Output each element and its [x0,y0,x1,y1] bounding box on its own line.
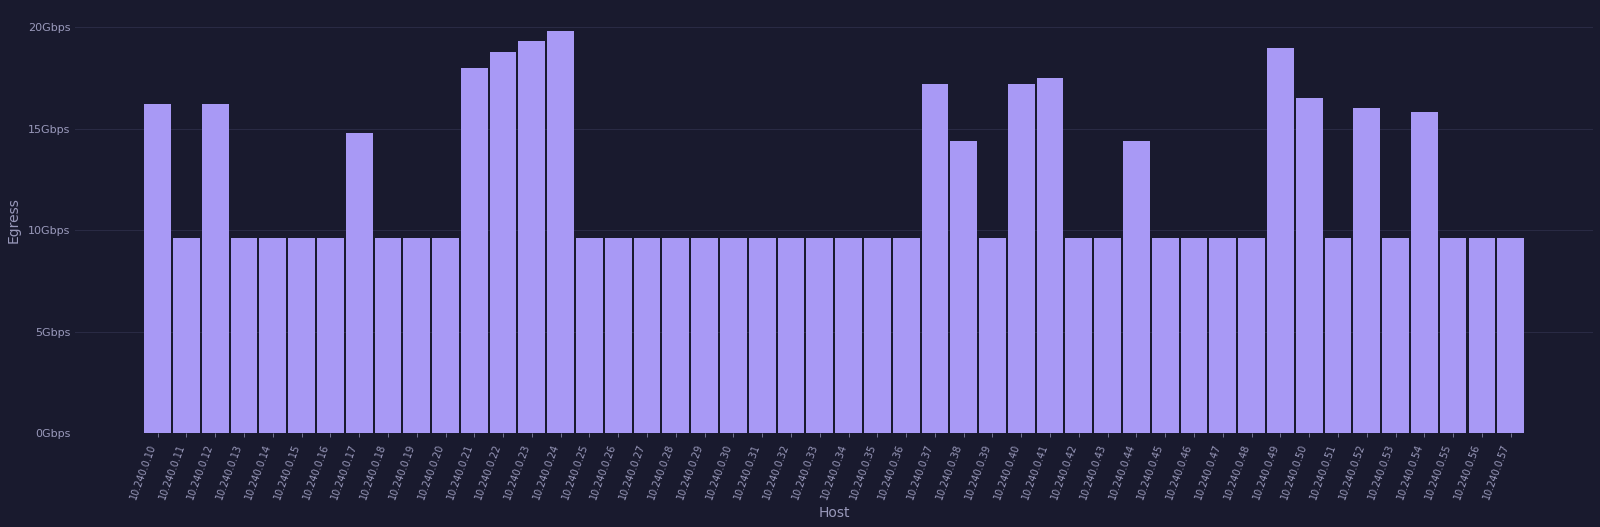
Bar [259,238,286,433]
Bar [1123,141,1150,433]
Bar [1008,84,1035,433]
Bar [1210,238,1237,433]
Bar [605,238,632,433]
Bar [1469,238,1496,433]
Bar [835,238,862,433]
Bar [432,238,459,433]
Bar [518,42,546,433]
Bar [346,133,373,433]
Bar [1498,238,1525,433]
Bar [576,238,603,433]
Bar [806,238,834,433]
Bar [374,238,402,433]
Bar [1094,238,1122,433]
Bar [1325,238,1352,433]
Bar [317,238,344,433]
Bar [173,238,200,433]
Bar [979,238,1006,433]
Bar [864,238,891,433]
Bar [691,238,718,433]
X-axis label: Host: Host [819,506,850,520]
Bar [1354,109,1381,433]
Bar [1440,238,1467,433]
Bar [490,52,517,433]
Bar [1181,238,1208,433]
Bar [230,238,258,433]
Bar [403,238,430,433]
Bar [202,104,229,433]
Bar [749,238,776,433]
Y-axis label: Egress: Egress [6,197,21,243]
Bar [461,68,488,433]
Bar [1382,238,1410,433]
Bar [634,238,661,433]
Bar [1296,98,1323,433]
Bar [893,238,920,433]
Bar [662,238,690,433]
Bar [1037,78,1064,433]
Bar [547,31,574,433]
Bar [1267,47,1294,433]
Bar [1411,112,1438,433]
Bar [1066,238,1093,433]
Bar [1152,238,1179,433]
Bar [288,238,315,433]
Bar [144,104,171,433]
Bar [922,84,949,433]
Bar [778,238,805,433]
Bar [1238,238,1266,433]
Bar [720,238,747,433]
Bar [950,141,978,433]
